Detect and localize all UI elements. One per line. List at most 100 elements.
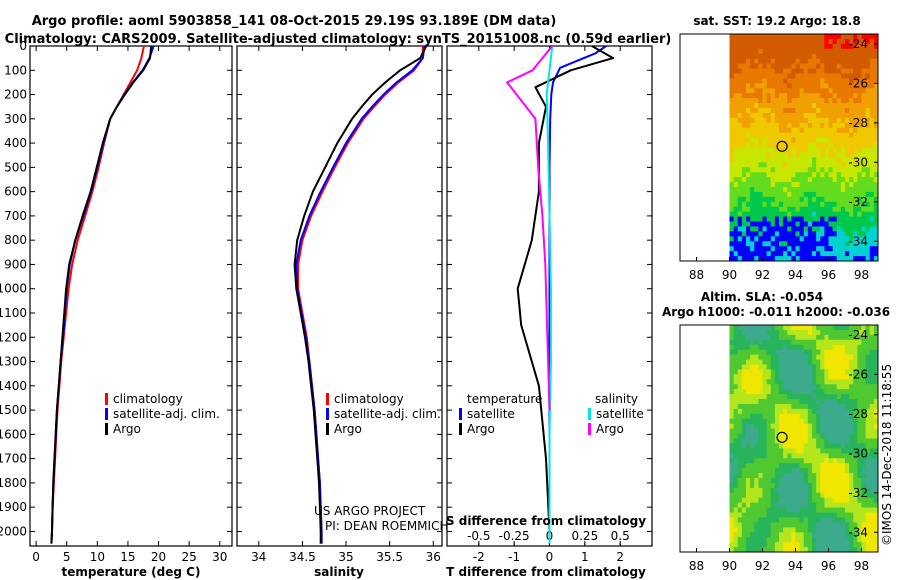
sla-cells-cell (816, 502, 821, 508)
sst-cells-cell (820, 221, 825, 227)
sla-cells-cell (853, 502, 858, 508)
sla-cells-cell (762, 463, 768, 469)
sla-cells-cell (754, 329, 759, 336)
sst-cells-cell (853, 206, 858, 213)
sst-cells-cell (853, 162, 858, 168)
sla-cells-cell (774, 418, 780, 425)
sst-cells-cell (746, 246, 751, 252)
sla-cells-cell (836, 463, 842, 469)
sst-cells-cell (741, 221, 747, 227)
sst-cells-cell (795, 137, 801, 143)
sla-cells-cell (787, 438, 792, 444)
sst-cells-cell (766, 68, 772, 74)
sst-cells-cell (840, 142, 846, 148)
sst-cells-cell (840, 58, 846, 64)
sst-cells-cell (799, 68, 805, 74)
sla-cells-cell (865, 403, 871, 410)
sst-cells-cell (770, 226, 776, 232)
sst-cells-cell (853, 132, 858, 139)
sla-cells-cell (774, 537, 780, 543)
sst-cells-cell (791, 167, 796, 173)
sla-cells-cell (812, 492, 817, 499)
sla-cells-cell (832, 463, 838, 469)
sla-cells-cell (799, 403, 805, 410)
sla-cells-cell (779, 458, 784, 464)
sla-cells-cell (770, 369, 776, 375)
sla-cells-cell (845, 418, 850, 425)
pressure-tick-label: 1800 (0, 476, 27, 490)
sla-cells-cell (733, 339, 739, 346)
sst-cells-cell (762, 93, 768, 99)
sst-cells-cell (816, 48, 821, 55)
sst-cells-cell (857, 147, 862, 153)
sst-cells-cell (741, 182, 747, 188)
sst-cells-cell (807, 98, 813, 104)
sst-cells-cell (849, 256, 854, 261)
sst-cells-cell (873, 98, 878, 104)
sst-cells-cell (754, 34, 759, 40)
sla-cells-cell (869, 463, 875, 469)
sla-cells-cell (824, 349, 829, 355)
sla-cells-cell (766, 443, 772, 449)
sst-cells-cell (750, 68, 755, 74)
sla-cells-cell (783, 349, 788, 355)
sla-cells-cell (791, 384, 796, 390)
sla-cells-cell (766, 502, 772, 508)
sst-cells-cell (758, 251, 763, 257)
sst-cells-cell (779, 137, 784, 143)
sst-cells-cell (770, 93, 776, 99)
sla-cells-cell (754, 468, 759, 474)
sst-cells-cell (783, 231, 788, 237)
sst-cells-cell (795, 246, 801, 252)
sla-cells-cell (750, 458, 755, 464)
sst-cells-cell (754, 137, 759, 143)
sla-cells-cell (729, 537, 735, 543)
sla-cells-cell (799, 438, 805, 444)
sla-cells-cell (820, 433, 825, 439)
sla-cells-cell (865, 423, 871, 430)
sla-cells-cell (737, 438, 743, 444)
legend-label-s-argo: Argo (596, 422, 624, 436)
sst-cells-cell (849, 221, 854, 227)
sla-cells-cell (733, 512, 739, 518)
sla-cells-cell (816, 369, 821, 375)
sla-cells-cell (812, 443, 817, 449)
sla-cells-cell (729, 384, 735, 390)
sst-cells-cell (820, 256, 825, 261)
sst-cells-cell (754, 83, 759, 89)
sst-cells-cell (861, 256, 867, 261)
sla-cells-cell (836, 507, 842, 513)
sst-cells-cell (741, 88, 747, 94)
sst-cells-cell (803, 83, 809, 89)
sst-cells-cell (828, 246, 834, 252)
sst-cells-cell (812, 152, 817, 158)
sst-cells-cell (770, 34, 776, 40)
sst-cells-cell (857, 48, 862, 55)
sst-cells-cell (791, 63, 796, 69)
sst-cells-cell (791, 226, 796, 232)
sst-cells-cell (853, 152, 858, 158)
sst-cells-cell (754, 211, 759, 217)
sla-cells-cell (758, 359, 763, 365)
sla-cells-cell (840, 453, 846, 459)
sla-cells-cell (787, 399, 792, 405)
sst-cells-cell (779, 236, 784, 242)
sst-cells-cell (807, 48, 813, 55)
sla-cells-cell (774, 502, 780, 508)
sst-cells-cell (803, 196, 809, 203)
sst-cells-cell (865, 93, 871, 99)
sst-cells-cell (824, 256, 829, 261)
sst-cells-cell (869, 246, 875, 252)
sst-cells-cell (729, 137, 735, 143)
sst-cells-cell (849, 58, 854, 64)
sst-cells-cell (783, 58, 788, 64)
sst-cells-cell (816, 251, 821, 257)
sst-cells-cell (733, 246, 739, 252)
sla-cells-cell (840, 527, 846, 533)
sst-cells-cell (754, 108, 759, 114)
sst-cells-cell (857, 68, 862, 74)
sst-cells-cell (741, 186, 747, 193)
sla-cells-cell (770, 325, 776, 331)
sst-cells-cell (758, 63, 763, 69)
sla-cells-cell (832, 532, 838, 538)
